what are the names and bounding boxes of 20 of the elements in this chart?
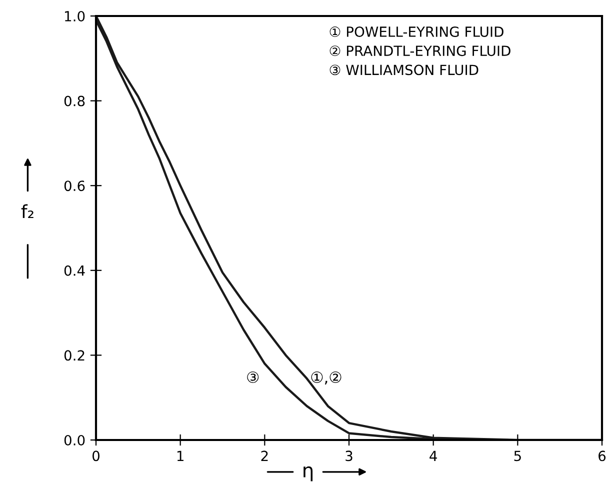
y-axis-title: f₂ xyxy=(21,204,34,218)
x-tick-label: 3 xyxy=(346,450,352,462)
x-tick-label: 5 xyxy=(514,450,521,462)
x-tick-label: 4 xyxy=(430,450,437,461)
x-tick-label: 6 xyxy=(598,450,606,462)
x-tick-label: 1 xyxy=(177,450,184,461)
annotation: ③ xyxy=(247,371,259,383)
annotation: ① POWELL-EYRING FLUID xyxy=(330,26,504,37)
annotation: ①,② xyxy=(311,371,342,385)
y-tick-label: 0.4 xyxy=(64,265,85,276)
annotation: ② PRANDTL-EYRING FLUID xyxy=(330,46,510,56)
y-tick-label: 0.6 xyxy=(64,180,85,192)
y-tick-label: 0.8 xyxy=(64,96,85,106)
x-tick-label: 0 xyxy=(92,450,100,462)
y-tick-label: 0.0 xyxy=(64,434,85,446)
annotation: ③ WILLIAMSON FLUID xyxy=(330,64,478,76)
y-tick-label: 1.0 xyxy=(65,10,85,22)
x-tick-label: 2 xyxy=(261,450,268,461)
x-axis-title: η xyxy=(304,466,313,482)
y-tick-label: 0.2 xyxy=(64,350,84,361)
